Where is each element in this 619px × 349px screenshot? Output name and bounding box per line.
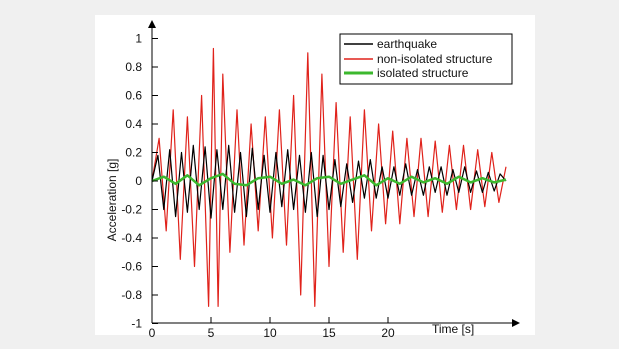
y-tick-label: 0.4 [125, 117, 142, 131]
x-tick-label: 20 [381, 326, 395, 340]
x-tick-label: 5 [208, 326, 215, 340]
series-layer [151, 47, 507, 307]
legend-label-earthquake: earthquake [377, 37, 437, 51]
series-line-earthquake [151, 144, 507, 219]
legend-label-isolated: isolated structure [377, 66, 469, 80]
y-tick-label: 0 [135, 174, 142, 188]
series-line-isolated-structure [151, 172, 507, 187]
ticks-layer: 1 0.8 0.6 0.4 0.2 0 -0.2 -0.4 -0.6 -0.8 -1 0 5 10 15 20 [121, 32, 395, 341]
y-axis-arrow [148, 20, 156, 28]
legend: earthquake non-isolated structure isolat… [339, 33, 513, 85]
y-tick-label: 0.6 [125, 89, 142, 103]
legend-label-non-isolated: non-isolated structure [377, 52, 493, 66]
y-tick-label: 0.2 [125, 146, 142, 160]
x-tick-label: 0 [149, 326, 156, 340]
x-tick-label: 15 [322, 326, 336, 340]
axes-layer [148, 20, 520, 327]
y-tick-label: 1 [135, 32, 142, 46]
y-tick-label: -0.6 [121, 260, 142, 274]
y-tick-label: -0.2 [121, 203, 142, 217]
y-tick-label: -0.8 [121, 288, 142, 302]
y-tick-label: -0.4 [121, 231, 142, 245]
x-axis-arrow [512, 319, 520, 327]
y-axis-label: Acceleration [g] [105, 159, 119, 242]
x-axis-label: Time [s] [432, 322, 474, 336]
y-tick-label: -1 [131, 317, 142, 331]
x-tick-label: 10 [263, 326, 277, 340]
y-tick-label: 0.8 [125, 60, 142, 74]
